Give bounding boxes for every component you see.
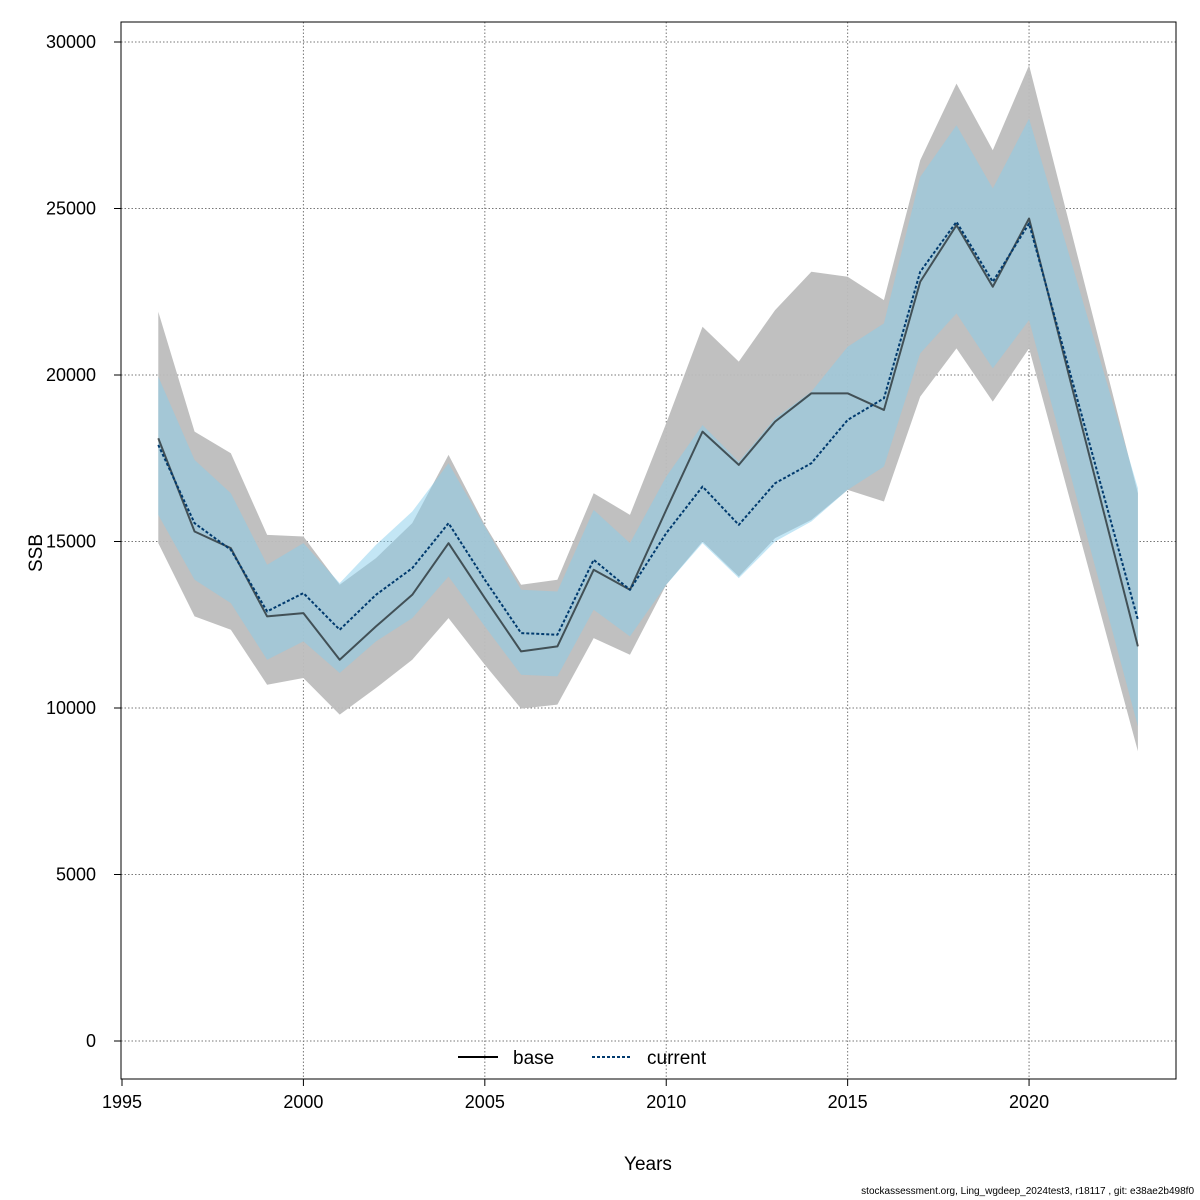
x-tick-label: 2020 xyxy=(1009,1092,1049,1112)
x-tick-label: 2010 xyxy=(646,1092,686,1112)
legend: base current xyxy=(458,1048,707,1069)
footer-credit: stockassessment.org, Ling_wgdeep_2024tes… xyxy=(861,1186,1194,1197)
y-tick-label: 20000 xyxy=(46,365,96,385)
y-tick-label: 15000 xyxy=(46,532,96,552)
y-tick-label: 30000 xyxy=(46,32,96,52)
current-confidence-band xyxy=(158,118,1138,727)
y-tick-label: 0 xyxy=(86,1031,96,1051)
x-tick-label: 2000 xyxy=(283,1092,323,1112)
confidence-bands xyxy=(158,65,1138,752)
y-tick-label: 10000 xyxy=(46,698,96,718)
y-axis-title: SSB xyxy=(26,534,47,572)
x-tick-label: 1995 xyxy=(102,1092,142,1112)
base-series-line xyxy=(157,217,1139,661)
x-axis: 1995 2000 2005 2010 2015 2020 xyxy=(102,1078,1049,1112)
y-tick-label: 5000 xyxy=(56,865,96,885)
current-series-line xyxy=(157,220,1139,636)
x-tick-label: 2015 xyxy=(828,1092,868,1112)
current-legend-label: current xyxy=(647,1048,707,1069)
series-lines xyxy=(157,217,1139,661)
x-axis-title: Years xyxy=(624,1154,672,1175)
y-tick-label: 25000 xyxy=(46,199,96,219)
y-axis: 0 5000 10000 15000 20000 25000 30000 xyxy=(46,32,122,1051)
base-legend-label: base xyxy=(513,1048,554,1069)
base-confidence-band xyxy=(158,65,1138,752)
x-tick-label: 2005 xyxy=(465,1092,505,1112)
